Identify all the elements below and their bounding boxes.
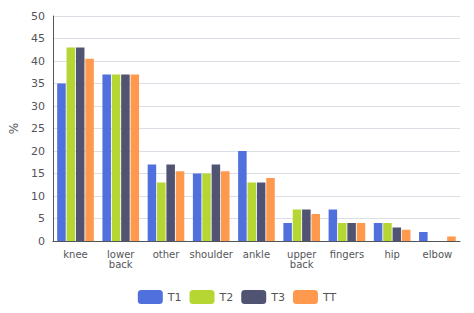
svg-text:20: 20 [31, 145, 45, 158]
svg-text:35: 35 [31, 77, 45, 90]
svg-text:10: 10 [31, 190, 45, 203]
svg-text:knee: knee [63, 249, 87, 260]
svg-text:back: back [109, 259, 133, 270]
svg-text:upper: upper [287, 248, 317, 260]
svg-text:TT: TT [322, 291, 337, 304]
svg-text:elbow: elbow [423, 249, 453, 260]
svg-text:T1: T1 [167, 291, 182, 304]
svg-text:30: 30 [31, 100, 45, 113]
svg-text:hip: hip [384, 249, 399, 260]
svg-text:T2: T2 [219, 291, 234, 304]
svg-text:ankle: ankle [243, 249, 270, 260]
svg-text:lower: lower [107, 248, 135, 260]
svg-text:45: 45 [31, 32, 45, 45]
svg-text:back: back [290, 259, 314, 270]
svg-text:25: 25 [31, 122, 45, 135]
svg-text:other: other [153, 249, 181, 260]
svg-text:15: 15 [31, 167, 45, 180]
svg-text:T3: T3 [270, 291, 285, 304]
svg-text:%: % [7, 123, 21, 134]
svg-text:5: 5 [38, 212, 45, 225]
svg-text:0: 0 [38, 235, 45, 248]
svg-text:50: 50 [31, 10, 45, 23]
svg-text:40: 40 [31, 55, 45, 68]
svg-text:shoulder: shoulder [190, 249, 234, 260]
svg-text:fingers: fingers [330, 249, 364, 260]
